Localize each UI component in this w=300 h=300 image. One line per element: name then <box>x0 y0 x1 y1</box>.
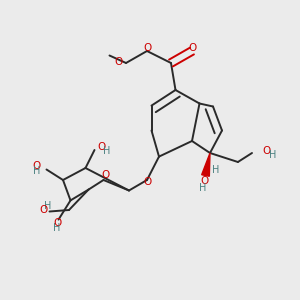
Polygon shape <box>202 153 210 176</box>
Text: O: O <box>53 218 61 228</box>
Text: H: H <box>44 201 52 211</box>
Text: O: O <box>200 176 208 187</box>
Text: H: H <box>212 165 220 176</box>
Text: H: H <box>269 150 277 161</box>
Text: O: O <box>115 57 123 67</box>
Text: O: O <box>98 142 106 152</box>
Text: H: H <box>103 146 111 156</box>
Text: O: O <box>262 146 270 157</box>
Text: O: O <box>188 43 197 53</box>
Text: O: O <box>40 205 48 215</box>
Text: H: H <box>53 223 61 233</box>
Text: H: H <box>199 183 206 194</box>
Text: O: O <box>143 43 152 53</box>
Text: O: O <box>33 161 41 171</box>
Text: O: O <box>101 170 109 181</box>
Text: H: H <box>33 166 40 176</box>
Text: O: O <box>143 177 152 188</box>
